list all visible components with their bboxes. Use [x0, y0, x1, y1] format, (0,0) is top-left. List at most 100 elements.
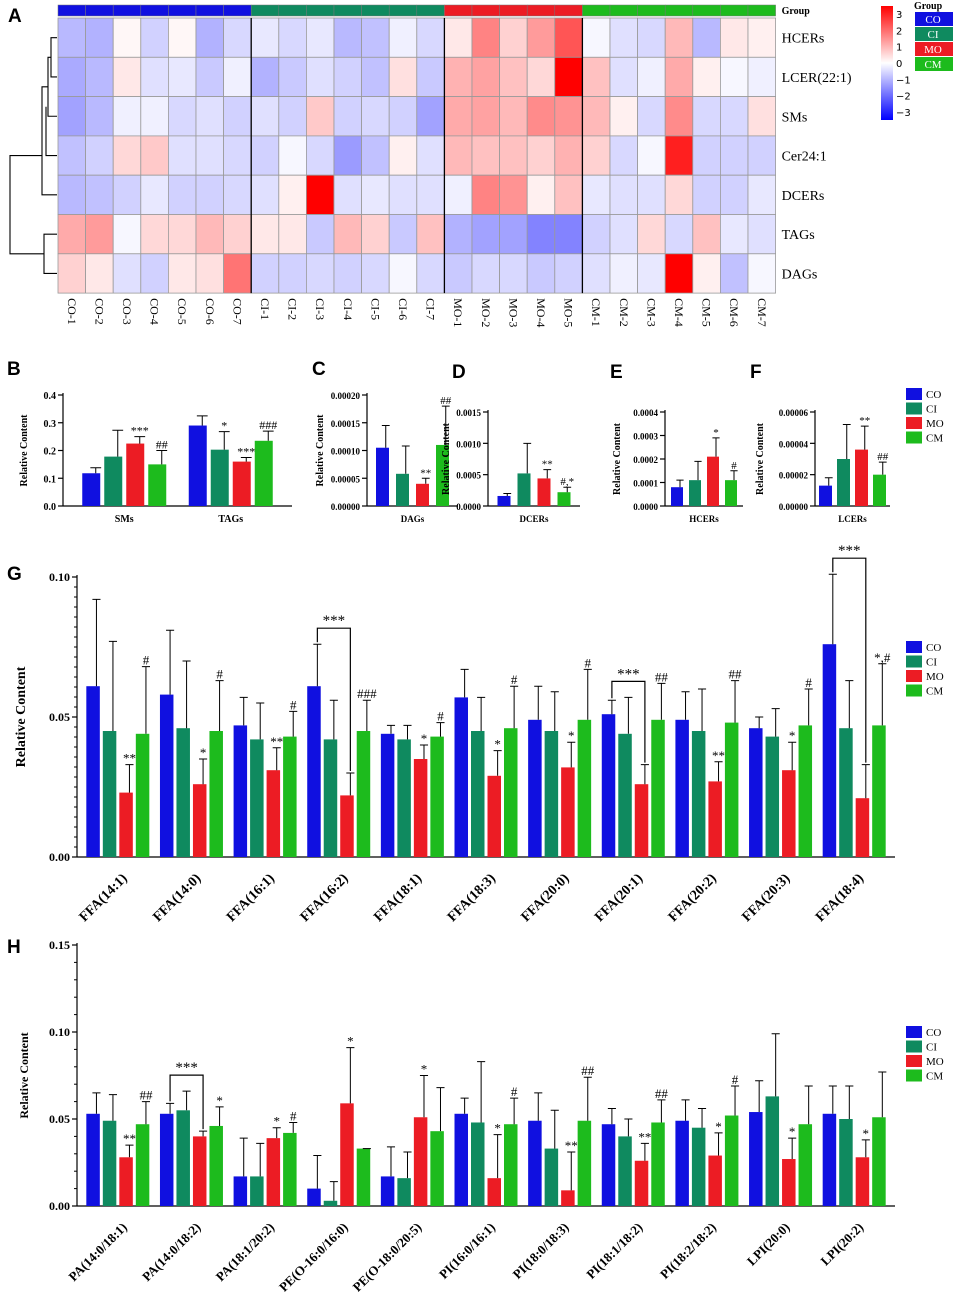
significance-bracket [169, 1074, 204, 1130]
error-bar [824, 477, 833, 486]
error-bar [534, 1092, 543, 1121]
heatmap-cell [582, 174, 611, 215]
heatmap-cell [637, 135, 666, 176]
heatmap-cell [499, 174, 528, 215]
heatmap-col-label: CO-7 [230, 298, 244, 325]
legend-label-mo: MO [926, 671, 944, 683]
error-bar [788, 1137, 797, 1160]
bar-mo [487, 1178, 501, 1206]
error-bar [550, 1109, 559, 1149]
x-category-label: LPI(20:0) [744, 1220, 793, 1269]
error-bar [436, 722, 445, 737]
heatmap-cell [526, 96, 556, 137]
heatmap-row-label: Cer24:1 [782, 150, 827, 165]
heatmap-col-label: CM-6 [727, 298, 741, 327]
y-tick-label: 0.0015 [456, 408, 481, 418]
bar-mo [634, 1160, 649, 1206]
heatmap-cell [499, 253, 528, 294]
heatmap-cell [57, 96, 87, 137]
legend-label-co: CO [926, 389, 941, 401]
heatmap-cell [554, 135, 583, 176]
error-bar [329, 1181, 338, 1201]
significance-mark: ## [655, 669, 669, 684]
y-tick-label: 0.05 [49, 1112, 70, 1126]
error-bar [346, 1047, 355, 1104]
error-bar [607, 1108, 616, 1125]
heatmap-cell [112, 214, 142, 255]
significance-mark: ** [270, 734, 283, 749]
bar-mo [561, 1190, 575, 1206]
group-legend-label: CO [925, 14, 940, 26]
heatmap-cell [333, 214, 363, 255]
heatmap-cell [85, 253, 114, 294]
heatmap-cell [195, 135, 225, 176]
heatmap-cell [692, 17, 721, 58]
bar-mo [561, 767, 575, 857]
y-tick-label: 0.00 [49, 1199, 70, 1213]
y-tick-label: 0.00000 [779, 502, 809, 512]
heatmap-row-label: DCERs [782, 189, 825, 204]
group-cell [747, 4, 776, 17]
error-bar [272, 1127, 281, 1139]
heatmap-cell [85, 174, 114, 215]
heatmap-cell [305, 135, 335, 176]
group-legend-title: Group [914, 1, 943, 12]
x-category-label: PI(18:0/18:3) [510, 1220, 572, 1282]
significance-mark: * [568, 728, 575, 743]
heatmap-col-label: CI-4 [341, 298, 355, 320]
color-scale-tick: 0 [896, 59, 902, 70]
bar-ci [691, 1127, 706, 1206]
error-bar [262, 430, 274, 441]
bar-co [675, 719, 689, 857]
heatmap-cell [167, 56, 197, 97]
y-axis-label: Relative Content [441, 422, 452, 495]
significance-bracket-label: *** [838, 543, 861, 559]
y-tick-label: 0.0000 [633, 502, 658, 512]
significance-mark: * [715, 1119, 722, 1134]
bar-co [454, 697, 468, 857]
heatmap-cell [112, 253, 142, 294]
x-category-label: FFA(20:2) [666, 871, 720, 925]
heatmap-cell [112, 174, 142, 215]
heatmap-cell [720, 253, 749, 294]
group-legend-swatch [915, 12, 953, 26]
bar-ci [210, 449, 229, 506]
bar-mo [708, 1155, 722, 1206]
heatmap-cell [140, 214, 169, 255]
heatmap-cell [278, 214, 307, 255]
error-bar [730, 470, 738, 481]
y-tick-label: 0.00004 [779, 439, 809, 449]
y-axis-label: Relative Content [315, 414, 326, 487]
group-cell [637, 4, 666, 17]
x-category-label: SMs [115, 514, 134, 525]
bar-co [497, 495, 511, 506]
bar-mo [119, 792, 133, 857]
significance-mark: #,* [560, 476, 574, 488]
bar-ci [176, 1110, 190, 1206]
bar-cm [356, 731, 371, 857]
group-cell [140, 4, 169, 17]
y-tick-label: 0.10 [49, 1025, 70, 1039]
bar-ci [323, 1200, 338, 1206]
y-axis-label: Relative Content [19, 414, 30, 487]
significance-mark: * [273, 1114, 280, 1129]
error-bar [386, 724, 396, 734]
error-bar [196, 415, 208, 426]
heatmap-cell [637, 174, 666, 215]
legend-swatch-co [906, 1026, 922, 1038]
heatmap-cell [443, 96, 473, 137]
significance-mark: # [143, 653, 150, 668]
bar-cm [283, 736, 297, 857]
significance-mark: * [494, 737, 501, 752]
heatmap-col-label: CM-4 [672, 298, 686, 327]
heatmap-cell [664, 17, 694, 58]
legend-swatch-ci [906, 402, 922, 415]
heatmap-cell [637, 253, 666, 294]
heatmap-cell [388, 56, 418, 97]
error-bar [828, 1085, 837, 1114]
bar-co [528, 719, 542, 857]
heatmap-cell [85, 96, 114, 137]
error-bar [861, 1139, 870, 1158]
bar-cm [557, 492, 571, 506]
